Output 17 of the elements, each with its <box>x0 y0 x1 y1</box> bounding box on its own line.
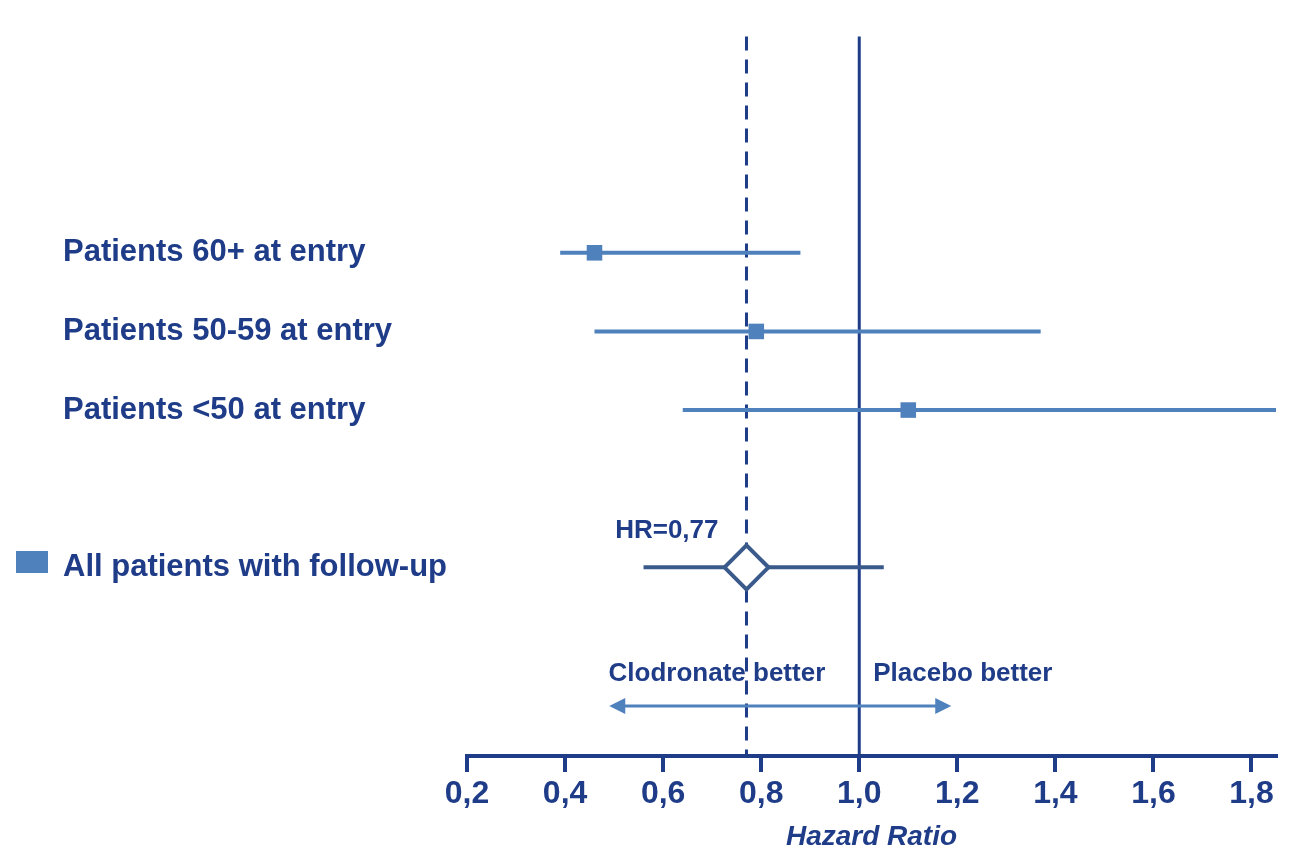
x-tick-label: 1,2 <box>935 774 980 811</box>
x-tick-label: 1,8 <box>1229 774 1274 811</box>
x-tick-label: 1,4 <box>1033 774 1078 811</box>
y-tick-label: Patients 50-59 at entry <box>63 311 393 347</box>
x-tick-label: 1,0 <box>837 774 882 811</box>
x-tick-label: 0,2 <box>444 774 490 811</box>
annotation: HR=0,77 <box>615 514 719 545</box>
x-tick-label: 1,6 <box>1131 774 1176 811</box>
text: Placebo better <box>873 657 1053 688</box>
x-tick-label: 0,6 <box>640 774 686 811</box>
y-tick-label: Patients <50 at entry <box>63 390 367 426</box>
x-axis-title: Hazard Ratio <box>785 819 958 851</box>
y-tick-label: All patients with follow-up <box>63 547 448 583</box>
text: Clodronate better <box>608 657 826 688</box>
y-tick-label: Patients 60+ at entry <box>63 233 367 269</box>
x-tick-label: 0,4 <box>542 774 588 811</box>
x-tick-label: 0,8 <box>738 774 784 811</box>
